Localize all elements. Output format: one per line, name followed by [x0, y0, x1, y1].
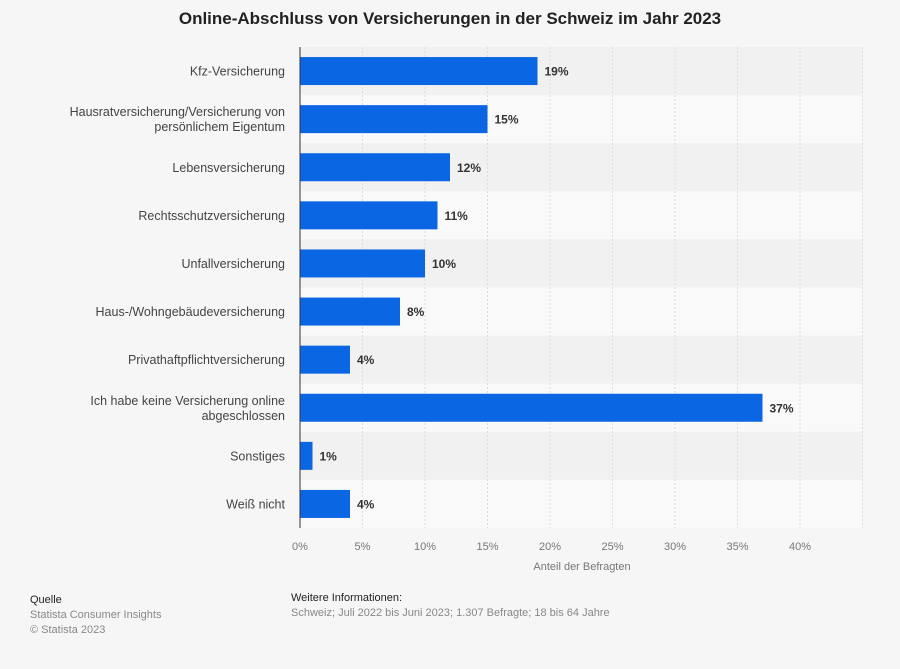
bar [300, 345, 350, 374]
category-label: Kfz-Versicherung [190, 65, 285, 79]
x-tick-label: 15% [476, 541, 498, 553]
data-label: 15% [495, 113, 519, 127]
x-axis-title: Anteil der Befragten [533, 561, 630, 573]
x-tick-label: 35% [726, 541, 748, 553]
category-label: Privathaftpflichtversicherung [128, 353, 285, 367]
bar [300, 57, 538, 86]
chart-title: Online-Abschluss von Versicherungen in d… [178, 9, 722, 28]
data-label: 1% [320, 449, 338, 463]
category-label: Lebensversicherung [172, 161, 285, 175]
bar [300, 153, 450, 182]
bar [300, 441, 313, 470]
info-text: Schweiz; Juli 2022 bis Juni 2023; 1.307 … [291, 607, 610, 619]
info-heading: Weitere Informationen: [291, 592, 403, 604]
source-line: Statista Consumer Insights [30, 609, 162, 621]
source-block: Quelle Statista Consumer Insights © Stat… [30, 593, 161, 638]
category-label: Ich habe keine Versicherung online [90, 394, 285, 408]
category-label: Haus-/Wohngebäudeversicherung [96, 305, 286, 319]
x-tick-label: 10% [414, 541, 436, 553]
source-heading: Quelle [30, 594, 62, 606]
category-label: Rechtsschutzversicherung [138, 209, 285, 223]
data-label: 12% [457, 161, 481, 175]
x-tick-label: 0% [292, 541, 308, 553]
category-label: Weiß nicht [226, 497, 285, 511]
data-label: 10% [432, 257, 456, 271]
x-tick-label: 5% [355, 541, 371, 553]
row-band [300, 335, 863, 384]
data-label: 4% [357, 497, 375, 511]
x-tick-label: 20% [539, 541, 561, 553]
copyright-line: © Statista 2023 [30, 624, 106, 636]
data-label: 4% [357, 353, 375, 367]
bar [300, 249, 425, 278]
bar [300, 297, 400, 326]
category-label: Unfallversicherung [181, 257, 285, 271]
bar [300, 489, 350, 518]
info-block: Weitere Informationen: Schweiz; Juli 202… [291, 591, 610, 621]
row-band [300, 431, 863, 480]
data-label: 37% [770, 401, 794, 415]
data-label: 8% [407, 305, 425, 319]
x-tick-label: 25% [601, 541, 623, 553]
row-band [300, 479, 863, 528]
x-tick-label: 40% [789, 541, 811, 553]
data-label: 11% [445, 209, 469, 223]
category-label: abgeschlossen [202, 409, 285, 423]
bar [300, 201, 438, 230]
data-label: 19% [545, 65, 569, 79]
category-label: Hausratversicherung/Versicherung von [70, 105, 285, 119]
category-label: Sonstiges [230, 449, 285, 463]
category-label: persönlichem Eigentum [154, 120, 285, 134]
bar [300, 393, 763, 422]
x-tick-label: 30% [664, 541, 686, 553]
bar [300, 105, 488, 134]
